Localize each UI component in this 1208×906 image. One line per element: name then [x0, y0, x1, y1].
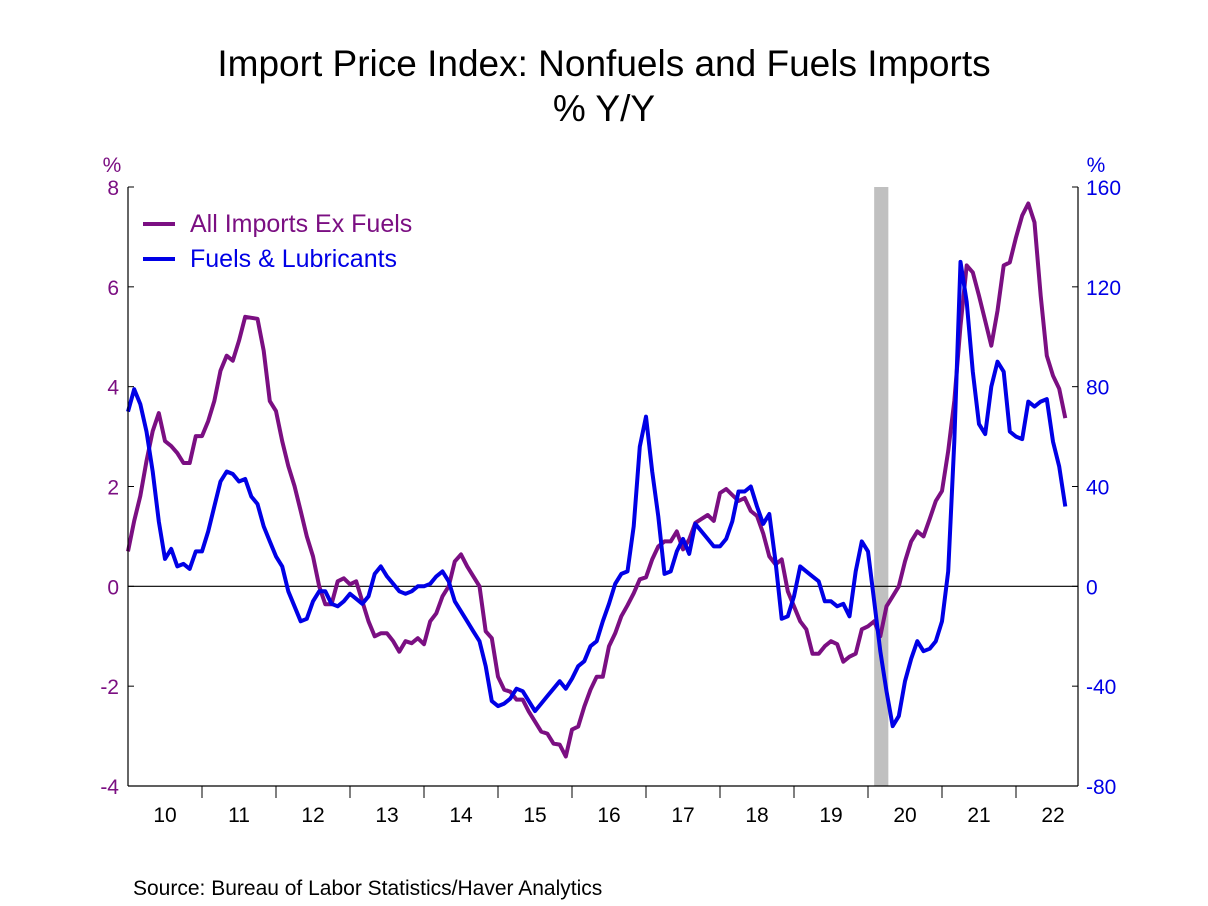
- legend-label-fuels: Fuels & Lubricants: [190, 245, 397, 273]
- left-tick-label: 0: [107, 576, 119, 599]
- x-tick-label: 21: [967, 804, 990, 827]
- right-tick-label: 40: [1086, 477, 1109, 500]
- right-tick-label: -40: [1086, 676, 1116, 699]
- right-axis-unit: %: [1087, 154, 1106, 177]
- right-axis: 160 120 80 40 0 -40 -80: [1072, 177, 1121, 799]
- right-tick-label: 80: [1086, 377, 1109, 400]
- left-axis-unit: %: [103, 154, 122, 177]
- left-tick-label: 6: [107, 277, 119, 300]
- x-tick-label: 17: [671, 804, 694, 827]
- left-axis: 8 6 4 2 0 -2 -4: [100, 177, 134, 799]
- chart-subtitle: % Y/Y: [553, 88, 655, 129]
- x-tick-label: 11: [228, 804, 250, 827]
- series-line-all-imports-ex-fuels: [126, 201, 1068, 759]
- series-line-fuels-lubricants: [126, 259, 1068, 729]
- x-tick-label: 10: [153, 804, 176, 827]
- left-tick-label: -4: [100, 776, 119, 799]
- x-tick-label: 20: [893, 804, 916, 827]
- x-axis: 10 11 12 13 14 15 16 17 18 19 20 21 22: [153, 786, 1065, 827]
- left-tick-label: 4: [107, 377, 119, 400]
- x-tick-label: 16: [597, 804, 620, 827]
- legend-label-nonfuels: All Imports Ex Fuels: [190, 210, 412, 238]
- legend: All Imports Ex Fuels Fuels & Lubricants: [143, 210, 412, 273]
- x-tick-label: 14: [449, 804, 473, 827]
- left-tick-label: 2: [107, 477, 119, 500]
- right-tick-label: 120: [1086, 277, 1121, 300]
- source-note: Source: Bureau of Labor Statistics/Haver…: [133, 877, 602, 900]
- x-tick-label: 19: [819, 804, 842, 827]
- x-tick-label: 18: [745, 804, 768, 827]
- x-tick-label: 12: [301, 804, 324, 827]
- left-tick-label: -2: [100, 676, 119, 699]
- chart-title: Import Price Index: Nonfuels and Fuels I…: [217, 43, 990, 84]
- right-tick-label: -80: [1086, 776, 1116, 799]
- x-tick-label: 15: [523, 804, 546, 827]
- right-tick-label: 160: [1086, 177, 1121, 200]
- x-tick-label: 13: [375, 804, 398, 827]
- left-tick-label: 8: [107, 177, 119, 200]
- x-tick-label: 22: [1041, 804, 1064, 827]
- right-tick-label: 0: [1086, 576, 1098, 599]
- series-group: [126, 201, 1068, 759]
